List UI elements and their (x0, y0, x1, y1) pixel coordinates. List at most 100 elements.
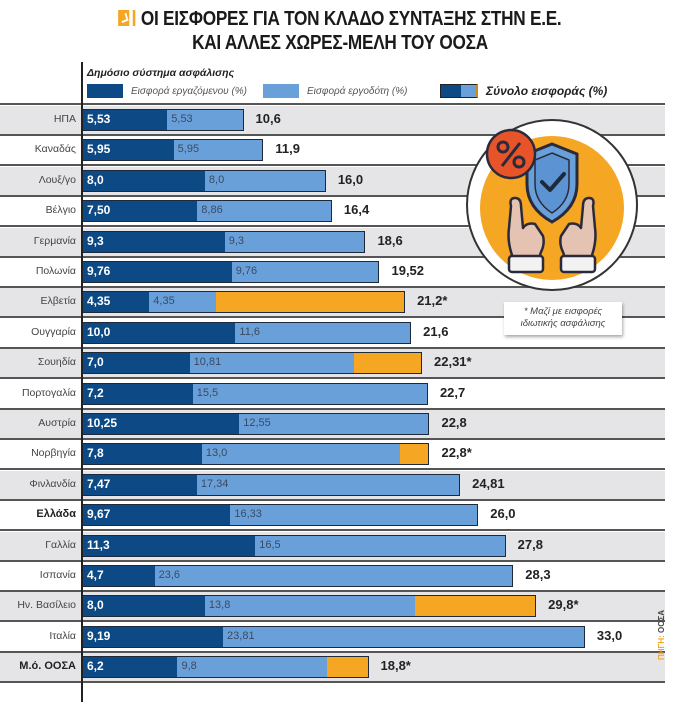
chart-row: Νορβηγία 7,8 13,0 22,8* (0, 440, 665, 471)
bar-segment-employee: 5,95 (83, 140, 174, 161)
country-label: Βέλγιο (45, 204, 76, 217)
country-label: Ιταλία (49, 629, 76, 642)
bar-segment-employer: 5,95 (173, 140, 263, 161)
total-value-label: 27,8 (517, 536, 543, 552)
bar-segment-employee-label: 5,95 (87, 142, 111, 157)
bar-segment-employer: 13,8 (204, 596, 416, 617)
source-credit: ΠΗΓΗ: ΟΟΣΑ (657, 610, 666, 660)
chart-row: Βέλγιο 7,50 8,86 16,4 (0, 197, 665, 228)
bar-segment-private (354, 353, 421, 374)
bar-segment-employer-label: 15,5 (196, 386, 219, 399)
country-label: ΗΠΑ (53, 113, 76, 125)
bar-segment-employee: 6,2 (83, 657, 178, 678)
bar-segment-employer: 15,5 (192, 383, 427, 404)
total-value-label: 21,2* (417, 293, 448, 309)
shield-check-icon (525, 142, 579, 224)
bar-segment-employer-label: 13,8 (208, 599, 231, 612)
bar-segment-employee-label: 6,2 (87, 659, 104, 674)
bar-segment-employee-label: 9,67 (87, 507, 111, 522)
bar-segment-employee: 9,3 (83, 231, 225, 252)
chart-row: Γαλλία 11,3 16,5 27,8 (0, 531, 665, 562)
bar-segment-employee: 7,8 (83, 444, 202, 465)
bar-segment-employer: 23,81 (223, 626, 584, 647)
bar-segment-employer: 5,53 (167, 110, 243, 130)
bar-segment-employer-label: 9,8 (181, 660, 197, 673)
chart-title-line1: ΟΙ ΕΙΣΦΟΡΕΣ ΓΙΑ ΤΟΝ ΚΛΑΔΟ ΣΥΝΤΑΞΗΣ ΣΤΗΝ … (48, 8, 633, 31)
left-hand-icon (507, 196, 545, 274)
total-value-label: 22,8* (441, 445, 472, 461)
bar-segment-private (415, 596, 536, 617)
bar-segment-employer: 8,0 (204, 170, 325, 191)
bar-segment-employee-label: 9,19 (87, 628, 111, 643)
chart-row: Ιταλία 9,19 23,81 33,0 (0, 623, 665, 653)
bar-segment-employer: 10,81 (189, 353, 355, 374)
total-value-label: 22,31* (434, 354, 472, 370)
bar-segment-employer-label: 11,6 (239, 325, 260, 338)
stacked-bar: 8,0 8,0 (82, 169, 326, 192)
source-key: ΠΗΓΗ: (657, 635, 666, 660)
chart-row: Πολωνία 9,76 9,76 19,52 (0, 258, 665, 288)
bar-segment-employee: 4,35 (83, 292, 150, 313)
bar-segment-employer-label: 5,53 (171, 113, 193, 125)
bar-segment-employee: 8,0 (83, 170, 205, 191)
country-label: Καναδάς (34, 143, 76, 156)
country-label: Ελλάδα (36, 508, 76, 521)
y-axis-line (81, 62, 83, 702)
bar-segment-employer: 9,8 (177, 657, 327, 678)
legend-employer-label: Εισφορά εργοδότη (%) (307, 85, 408, 97)
stacked-bar: 4,35 4,35 (82, 291, 406, 314)
legend-total: Σύνολο εισφοράς (%) (440, 84, 607, 98)
bar-segment-employee-label: 4,35 (87, 294, 111, 309)
country-label: Σουηδία (37, 356, 76, 369)
arrow-logo-icon (118, 10, 130, 26)
bar-segment-employee-label: 5,53 (87, 112, 111, 126)
country-label: Γερμανία (33, 234, 76, 247)
bar-segment-employee-label: 10,0 (87, 324, 111, 339)
legend-title: Δημόσιο σύστημα ασφάλισης (87, 67, 235, 79)
bar-segment-employee-label: 7,0 (87, 355, 104, 370)
chart-row: Πορτογαλία 7,2 15,5 22,7 (0, 380, 665, 410)
stacked-bar: 5,95 5,95 (82, 139, 264, 162)
title-text-1: ΟΙ ΕΙΣΦΟΡΕΣ ΓΙΑ ΤΟΝ ΚΛΑΔΟ ΣΥΝΤΑΞΗΣ ΣΤΗΝ … (140, 8, 562, 30)
bar-segment-employee-label: 10,25 (87, 416, 118, 430)
total-value-label: 10,6 (255, 111, 281, 126)
stacked-bar: 7,2 15,5 (82, 382, 428, 405)
bar-segment-employee: 10,25 (83, 414, 240, 434)
bar-segment-employer-label: 16,5 (259, 538, 281, 551)
bar-segment-employee: 7,47 (83, 474, 197, 495)
bar-segment-employee-label: 7,2 (87, 385, 104, 400)
chart-row: Αυστρία 10,25 12,55 22,8 (0, 410, 665, 440)
bar-segment-employee: 9,19 (83, 626, 224, 647)
stacked-bar: 7,47 17,34 (82, 473, 461, 496)
stacked-bar: 8,0 13,8 (82, 595, 537, 618)
stacked-bar: 10,0 11,6 (82, 321, 412, 344)
top-rule (0, 103, 665, 105)
legend-employee: Εισφορά εργαζόμενου (%) (87, 84, 247, 98)
bar-segment-private (399, 444, 429, 465)
stacked-bar: 9,3 9,3 (82, 230, 366, 253)
stacked-bar: 4,7 23,6 (82, 565, 514, 587)
chart-row: Σουηδία 7,0 10,81 22,31* (0, 349, 665, 380)
bar-segment-employee-label: 8,0 (87, 172, 104, 187)
bar-segment-private (326, 657, 368, 678)
chart-row: Φινλανδία 7,47 17,34 24,81 (0, 470, 665, 501)
percent-badge-icon (485, 128, 537, 180)
bar-segment-employee-label: 8,0 (87, 598, 104, 613)
total-value-label: 24,81 (472, 475, 505, 491)
bar-segment-employer: 11,6 (235, 322, 411, 343)
country-label: Πολωνία (35, 265, 76, 277)
total-value-label: 28,3 (525, 567, 551, 582)
bar-segment-employee: 5,53 (83, 110, 168, 130)
bar-segment-employer-label: 9,3 (228, 234, 245, 247)
bar-segment-employer-label: 12,55 (243, 417, 271, 429)
total-value-label: 26,0 (490, 506, 516, 522)
total-value-label: 22,7 (439, 384, 466, 400)
bar-segment-employee-label: 11,3 (87, 537, 110, 552)
total-value-label: 16,0 (337, 171, 364, 187)
bar-segment-employer: 9,76 (231, 262, 379, 282)
bar-segment-employer: 16,5 (255, 535, 505, 556)
source-value: ΟΟΣΑ (657, 609, 666, 633)
country-label: Πορτογαλία (21, 386, 76, 399)
stacked-bar: 6,2 9,8 (82, 656, 369, 679)
bar-segment-employer-label: 9,76 (235, 265, 258, 277)
